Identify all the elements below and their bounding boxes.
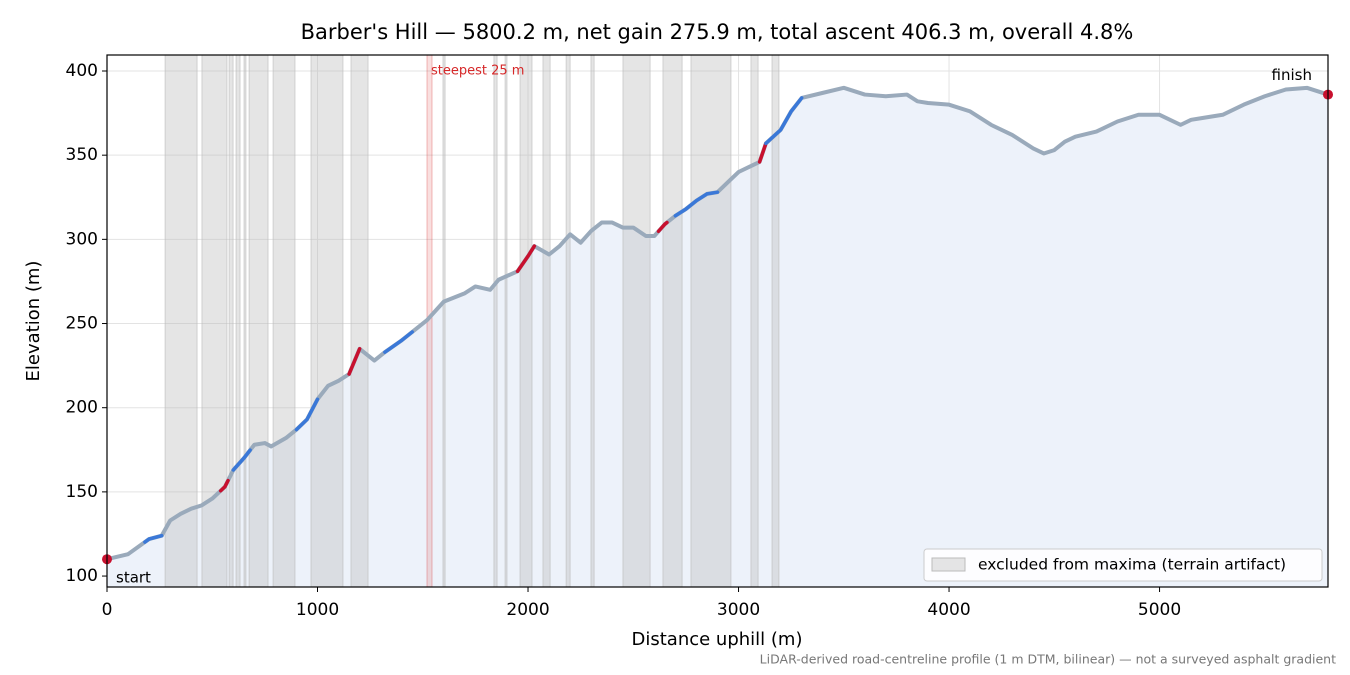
x-tick-label: 5000 xyxy=(1138,600,1181,620)
profile-line xyxy=(106,85,1329,562)
plot-frame xyxy=(106,54,1329,588)
y-tick-label: 250 xyxy=(66,314,98,334)
steep-segment xyxy=(231,448,252,472)
excluded-band xyxy=(565,54,571,588)
steep-segment xyxy=(673,190,720,218)
steep-segment xyxy=(143,533,164,544)
legend-swatch xyxy=(931,557,966,572)
steep-segment xyxy=(383,330,414,354)
y-tick-label: 200 xyxy=(66,398,98,418)
excluded-band xyxy=(235,54,241,588)
finish-label: finish xyxy=(1272,66,1312,84)
excluded-band xyxy=(442,54,446,588)
excluded-band xyxy=(272,54,296,588)
excluded-band xyxy=(350,54,369,588)
x-tick-label: 1000 xyxy=(296,600,339,620)
steep-segment xyxy=(656,220,669,234)
steep-segment xyxy=(757,141,768,164)
steep-segment xyxy=(515,244,537,274)
excluded-band xyxy=(590,54,595,588)
excluded-band xyxy=(493,54,498,588)
y-tick-label: 300 xyxy=(66,229,98,249)
x-axis-label: Distance uphill (m) xyxy=(632,629,803,650)
profile-area xyxy=(107,87,1328,588)
excluded-band xyxy=(622,54,651,588)
excluded-band xyxy=(750,54,759,588)
excluded-band xyxy=(542,54,551,588)
excluded-band xyxy=(248,54,269,588)
excluded-band xyxy=(201,54,228,588)
x-tick-label: 0 xyxy=(102,600,113,620)
chart-title: Barber's Hill — 5800.2 m, net gain 275.9… xyxy=(301,20,1134,44)
steep-segment xyxy=(218,478,230,493)
steep-segment xyxy=(347,347,362,376)
steep-segment xyxy=(764,96,804,146)
steepest-label: steepest 25 m xyxy=(431,64,524,79)
start-label: start xyxy=(116,569,151,587)
x-tick-label: 4000 xyxy=(927,600,970,620)
excluded-band xyxy=(243,54,247,588)
footnote: LiDAR-derived road-centreline profile (1… xyxy=(760,652,1336,667)
y-tick-label: 100 xyxy=(66,566,98,586)
x-tick-label: 3000 xyxy=(717,600,760,620)
steep-segment xyxy=(294,397,320,432)
excluded-band xyxy=(164,54,198,588)
y-axis-label: Elevation (m) xyxy=(23,261,44,382)
excluded-band xyxy=(504,54,508,588)
excluded-band xyxy=(662,54,683,588)
excluded-band xyxy=(690,54,732,588)
legend-box xyxy=(923,548,1323,582)
y-tick-label: 400 xyxy=(66,61,98,81)
excluded-band xyxy=(310,54,344,588)
legend-label: excluded from maxima (terrain artifact) xyxy=(978,556,1286,574)
x-tick-label: 2000 xyxy=(506,600,549,620)
y-tick-label: 150 xyxy=(66,482,98,502)
excluded-band xyxy=(228,54,234,588)
excluded-band xyxy=(519,54,533,588)
y-tick-label: 350 xyxy=(66,145,98,165)
